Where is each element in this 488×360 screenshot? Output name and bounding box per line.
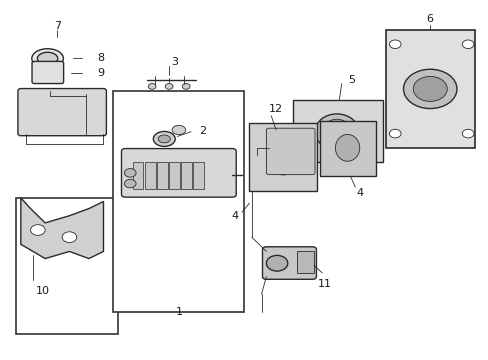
Text: 12: 12 [268, 104, 283, 113]
Ellipse shape [314, 114, 358, 150]
Bar [113, 91, 244, 312]
FancyBboxPatch shape [262, 247, 316, 279]
FancyBboxPatch shape [266, 128, 314, 175]
Circle shape [412, 76, 447, 102]
Text: 5: 5 [347, 75, 354, 85]
Text: 3: 3 [171, 57, 178, 67]
Circle shape [403, 69, 456, 109]
Ellipse shape [172, 125, 185, 135]
Bar [157, 162, 167, 189]
Bar [16, 198, 118, 334]
Circle shape [266, 255, 287, 271]
Circle shape [30, 225, 45, 235]
Bar [169, 162, 180, 189]
Circle shape [62, 232, 77, 243]
Bar [296, 251, 313, 273]
Ellipse shape [158, 135, 170, 143]
Circle shape [148, 84, 156, 89]
Text: 4: 4 [356, 188, 363, 198]
Circle shape [388, 40, 400, 49]
Ellipse shape [32, 49, 63, 68]
Text: 7: 7 [54, 21, 61, 31]
Circle shape [165, 84, 173, 89]
Text: 10: 10 [36, 286, 50, 296]
FancyBboxPatch shape [18, 89, 106, 136]
Bar [193, 162, 203, 189]
Circle shape [461, 129, 473, 138]
Bar [292, 100, 382, 162]
Ellipse shape [267, 139, 299, 175]
Circle shape [388, 129, 400, 138]
Bar [319, 121, 375, 176]
Bar [385, 30, 474, 148]
FancyBboxPatch shape [121, 149, 236, 197]
Polygon shape [21, 198, 103, 258]
Bar [132, 162, 143, 189]
Text: 1: 1 [175, 307, 182, 317]
Text: 9: 9 [97, 68, 104, 78]
Bar [249, 123, 317, 191]
Text: 6: 6 [426, 14, 433, 24]
Ellipse shape [153, 131, 175, 147]
Text: 8: 8 [97, 53, 104, 63]
Bar [144, 162, 155, 189]
Bar [181, 162, 192, 189]
Ellipse shape [322, 119, 351, 144]
Text: 4: 4 [231, 211, 238, 221]
Circle shape [124, 179, 136, 188]
Ellipse shape [335, 134, 359, 161]
FancyBboxPatch shape [32, 62, 63, 84]
Text: 11: 11 [317, 279, 331, 289]
Circle shape [182, 84, 190, 89]
Circle shape [461, 40, 473, 49]
Ellipse shape [37, 52, 58, 65]
Text: 2: 2 [199, 126, 206, 136]
Circle shape [124, 168, 136, 177]
